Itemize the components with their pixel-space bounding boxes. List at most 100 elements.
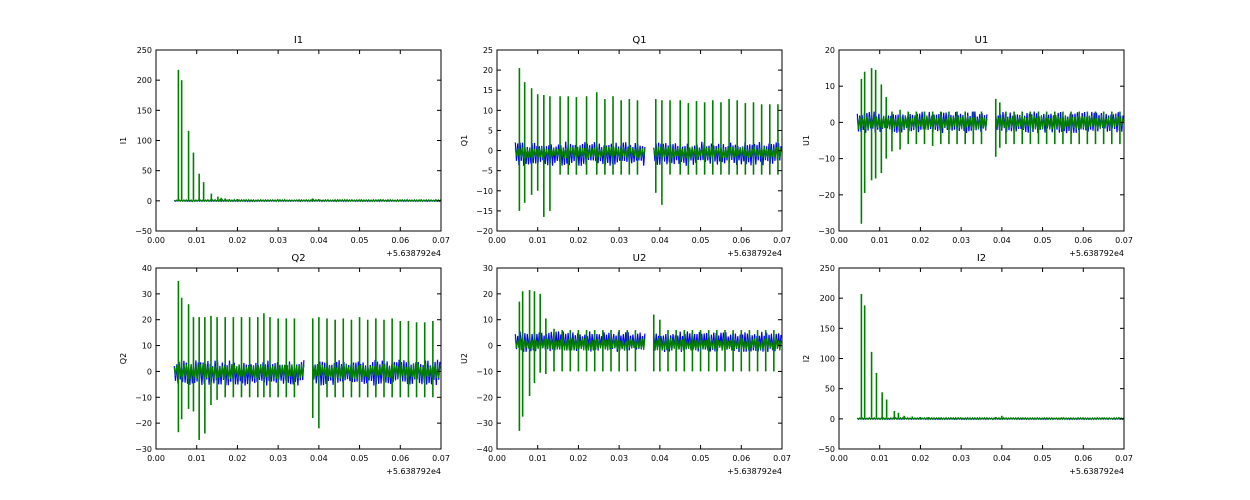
y-tick-label: 10 — [142, 342, 152, 351]
x-tick-label: 0.06 — [732, 454, 750, 463]
y-tick-label: −10 — [476, 187, 493, 196]
x-tick-label: 0.03 — [952, 454, 970, 463]
series-green-band-1 — [514, 146, 646, 159]
x-tick-label: 0.01 — [871, 236, 889, 245]
y-axis-label: U1 — [802, 135, 811, 146]
y-tick-label: −5 — [481, 167, 493, 176]
subplot-u2: 0.00 0.01 0.02 0.03 0.04 0.05 0.06 0.07 −40 −30 −2… — [460, 253, 791, 476]
y-tick-label: 0 — [830, 415, 835, 424]
x-tick-label: 0.06 — [1074, 236, 1092, 245]
plot-area-i2 — [856, 293, 1124, 421]
x-tick-label: 0.01 — [529, 454, 547, 463]
x-tick-label: 0.04 — [651, 454, 669, 463]
series-green-i1 — [173, 69, 441, 203]
x-tick-label: 0.06 — [391, 236, 409, 245]
x-tick-label: 0.01 — [529, 236, 547, 245]
y-axis-label: I2 — [802, 355, 811, 362]
x-tick-label: 0.00 — [147, 454, 165, 463]
x-tick-label: 0.06 — [732, 236, 750, 245]
y-tick-label: 0 — [488, 147, 493, 156]
series-green-u1 — [856, 68, 1124, 224]
y-tick-label: −20 — [818, 191, 835, 200]
series-green-band-1 — [514, 337, 646, 351]
series-blue-band-1 — [514, 331, 646, 352]
y-tick-label: 0 — [147, 197, 152, 206]
x-tick-label: 0.03 — [269, 236, 287, 245]
y-tick-label: 30 — [483, 264, 493, 273]
subplot-i2: 0.00 0.01 0.02 0.03 0.04 0.05 0.06 0.07 −50 0 50 10… — [802, 253, 1133, 476]
y-tick-label: 50 — [142, 167, 152, 176]
x-tick-label: 0.02 — [229, 236, 247, 245]
y-tick-label: 250 — [820, 264, 835, 273]
x-tick-label: 0.02 — [570, 236, 588, 245]
y-tick-label: 100 — [820, 355, 835, 364]
x-tick-label: 0.07 — [1115, 236, 1133, 245]
axes-frame-u2 — [496, 267, 783, 450]
x-tick-label: 0.01 — [188, 236, 206, 245]
y-tick-label: 200 — [820, 294, 835, 303]
y-tick-label: −50 — [135, 227, 152, 236]
x-tick-label: 0.05 — [351, 454, 369, 463]
x-tick-label: 0.00 — [488, 454, 506, 463]
x-tick-label: 0.07 — [773, 236, 791, 245]
x-tick-label: 0.02 — [229, 454, 247, 463]
x-tick-label: 0.04 — [310, 454, 328, 463]
y-tick-label: 0 — [147, 367, 152, 376]
x-offset-label: +5.638792e4 — [727, 249, 782, 258]
y-tick-label: −10 — [818, 155, 835, 164]
subplot-u1: 0.00 0.01 0.02 0.03 0.04 0.05 0.06 0.07 −30 −20 −1… — [802, 35, 1133, 258]
plot-area-q2 — [173, 280, 441, 440]
x-tick-label: 0.02 — [912, 454, 930, 463]
axes-frame-q2 — [155, 267, 442, 450]
subplot-title: Q1 — [632, 35, 646, 46]
x-tick-label: 0.05 — [1034, 454, 1052, 463]
y-tick-label: 10 — [825, 82, 835, 91]
x-tick-label: 0.07 — [432, 454, 450, 463]
x-tick-label: 0.00 — [830, 454, 848, 463]
series-green-band-2 — [995, 115, 1124, 130]
y-tick-label: −20 — [476, 393, 493, 402]
x-tick-label: 0.04 — [651, 236, 669, 245]
x-tick-label: 0.00 — [830, 236, 848, 245]
x-tick-label: 0.05 — [692, 236, 710, 245]
y-tick-label: 150 — [137, 106, 152, 115]
series-green-band-1 — [856, 416, 1124, 421]
y-tick-label: 10 — [483, 106, 493, 115]
y-tick-label: −30 — [476, 419, 493, 428]
x-tick-label: 0.07 — [1115, 454, 1133, 463]
x-tick-label: 0.02 — [912, 236, 930, 245]
y-tick-label: −20 — [135, 419, 152, 428]
y-tick-label: 50 — [825, 385, 835, 394]
y-tick-label: 25 — [483, 46, 493, 55]
y-tick-label: −30 — [135, 445, 152, 454]
subplot-i1: 0.00 0.01 0.02 0.03 0.04 0.05 0.06 0.07 −50 0 50 10… — [119, 35, 450, 258]
y-tick-label: 20 — [483, 290, 493, 299]
series-green-q2 — [173, 280, 441, 440]
y-tick-label: −10 — [135, 393, 152, 402]
y-tick-label: −40 — [476, 445, 493, 454]
y-tick-label: 10 — [483, 316, 493, 325]
y-tick-label: −15 — [476, 207, 493, 216]
y-axis-label: U2 — [460, 353, 469, 364]
y-tick-label: 0 — [830, 118, 835, 127]
y-tick-label: 20 — [825, 46, 835, 55]
y-tick-label: 100 — [137, 137, 152, 146]
subplot-title: I2 — [977, 253, 986, 264]
x-tick-label: 0.04 — [310, 236, 328, 245]
subplot-title: Q2 — [291, 253, 305, 264]
x-tick-label: 0.07 — [432, 236, 450, 245]
plot-area-u1 — [856, 68, 1124, 224]
x-tick-label: 0.03 — [952, 236, 970, 245]
axes-frame-u1 — [838, 49, 1125, 232]
x-tick-label: 0.07 — [773, 454, 791, 463]
x-tick-label: 0.04 — [993, 454, 1011, 463]
x-tick-label: 0.05 — [351, 236, 369, 245]
x-tick-label: 0.05 — [1034, 236, 1052, 245]
subplot-title: I1 — [294, 35, 303, 46]
x-offset-label: +5.638792e4 — [1069, 249, 1124, 258]
x-tick-label: 0.06 — [1074, 454, 1092, 463]
y-tick-label: −30 — [818, 227, 835, 236]
series-green-band-1 — [173, 198, 441, 203]
